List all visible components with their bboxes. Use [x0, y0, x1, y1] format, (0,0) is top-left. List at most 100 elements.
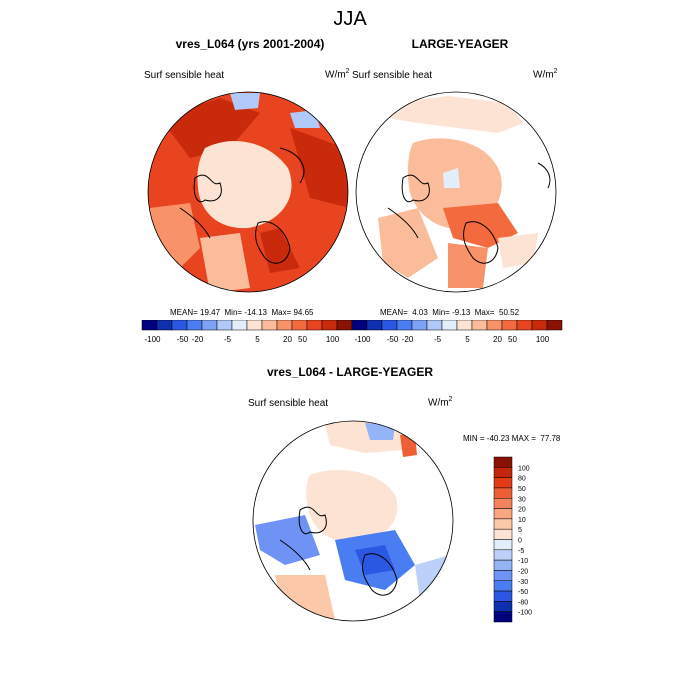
panel3-colorbar-tick-label: 80	[518, 476, 526, 483]
panel2-colorbar-box	[366, 320, 383, 331]
panel3-left-string: Surf sensible heat	[248, 398, 329, 409]
panel3-colorbar-tick-label: 10	[518, 517, 526, 524]
panel3-field-blue-w	[255, 515, 320, 565]
panel1-units-base: W/m	[325, 69, 346, 81]
panel2-left-string: Surf sensible heat	[352, 70, 433, 81]
panel2-colorbar: -100 -50 -20 -5 5 20 50 100	[351, 320, 563, 344]
panel2-field-s	[448, 243, 488, 288]
panel3-stats: MIN = -40.23 MAX = 77.78	[463, 434, 561, 443]
panel2-coast-greenland	[401, 174, 430, 203]
panel1-colorbar-box	[276, 320, 293, 331]
panel1-stats: MEAN= 19.47 Min= -14.13 Max= 94.65	[170, 308, 314, 317]
panel3-colorbar-box	[493, 528, 513, 540]
panel2-colorbar-box	[426, 320, 443, 331]
panel1-colorbar-tick-label: 100	[326, 335, 340, 344]
panel3-colorbar-tick-label: -50	[518, 589, 528, 596]
panel1-units-exp: 2	[345, 68, 350, 75]
panel3-colorbar-tick-label: -5	[518, 548, 524, 555]
panel3-colorbar-box	[493, 477, 513, 489]
panel1-field-arctic	[197, 140, 292, 229]
panel3-field-light-s	[275, 575, 335, 620]
panel3-map	[252, 420, 454, 622]
panel1-field-strong-ne	[290, 128, 348, 208]
panel2-coast-canada	[387, 207, 419, 239]
panel3-field-red-ne	[400, 433, 417, 457]
panel1-coast-siberia	[279, 147, 305, 184]
panel3-colorbar-tick-label: -80	[518, 599, 528, 606]
panel3-colorbar-box	[493, 590, 513, 602]
panel2-colorbar-tick-label: 20	[493, 335, 502, 344]
panel1-colorbar-box	[261, 320, 278, 331]
panel3-colorbar-box	[493, 601, 513, 612]
panel1-colorbar-tick-label: 20	[283, 335, 292, 344]
panel3-units-exp: 2	[448, 396, 453, 403]
panel2-colorbar-tick-label: 100	[536, 335, 550, 344]
panel3-field-blue-n	[365, 423, 395, 440]
panel3-coast-canada	[279, 539, 311, 571]
panel2-colorbar-box	[441, 320, 458, 331]
panel3-colorbar-box	[493, 549, 513, 561]
panel1-colorbar-box	[321, 320, 338, 331]
panel2-colorbar-tick-label: 50	[508, 335, 517, 344]
panel2-colorbar-box	[486, 320, 503, 331]
panel1-colorbar-box	[216, 320, 233, 331]
panel1-colorbar-box	[306, 320, 323, 331]
panel3-colorbar-tick-label: 100	[518, 465, 530, 472]
panel3-colorbar-tick-label: -100	[518, 610, 532, 617]
panel1-colorbar-tick-label: 5	[255, 335, 260, 344]
panel3-colorbar-box	[493, 539, 513, 551]
panel3-colorbar-box	[493, 508, 513, 520]
panel3-colorbar-tick-label: -10	[518, 558, 528, 565]
panel3-colorbar-tick-label: 5	[518, 527, 522, 534]
panel3-units: W/m2	[428, 396, 452, 408]
panel3-colorbar-tick-label: 30	[518, 496, 526, 503]
panel2-colorbar-box	[501, 320, 518, 331]
panel2-colorbar-box	[471, 320, 488, 331]
panel3-colorbar-box	[493, 559, 513, 571]
panel1-map	[147, 91, 349, 293]
panel3-colorbar-box	[493, 467, 513, 478]
panel2-coast-scandinavia	[463, 221, 499, 264]
panel2-colorbar-box	[456, 320, 473, 331]
panel3-title: vres_L064 - LARGE-YEAGER	[266, 365, 434, 379]
panel1-colorbar-tick-label: -100	[144, 335, 161, 344]
panel3-map-border	[252, 420, 454, 622]
panel3-colorbar-box	[493, 498, 513, 509]
panel1-units: W/m2	[325, 68, 349, 80]
panel1-colorbar-tick-label: -20	[192, 335, 204, 344]
panel1-coast-canada	[179, 207, 211, 239]
panel2-colorbar-box	[396, 320, 413, 331]
panel1-colorbar: -100 -50 -20 -5 5 20 50 100	[141, 320, 353, 344]
panel1-title: vres_L064 (yrs 2001-2004)	[175, 37, 325, 51]
main-title: JJA	[333, 8, 367, 30]
panel2-field-ice	[443, 168, 460, 188]
panel2-colorbar-box	[546, 320, 563, 331]
panel2-colorbar-tick-label: 5	[465, 335, 470, 344]
panel3-colorbar-box	[493, 611, 513, 623]
panel3-coast-greenland	[298, 506, 327, 535]
panel1-field-blue-ne	[290, 110, 320, 128]
panel2-units-exp: 2	[553, 68, 558, 75]
panel2-colorbar-tick-label: -50	[387, 335, 399, 344]
panel1-colorbar-box	[291, 320, 308, 331]
panel3-colorbar-box	[493, 518, 513, 530]
panel2-title: LARGE-YEAGER	[411, 37, 509, 51]
panel2-field-sw	[378, 208, 438, 278]
panel2-colorbar-box	[411, 320, 428, 331]
panel1-colorbar-tick-label: -5	[224, 335, 232, 344]
panel2-field-light-n	[388, 96, 523, 133]
panel3-colorbar-box	[493, 487, 513, 499]
panel1-colorbar-box	[171, 320, 188, 331]
panel1-colorbar-box	[246, 320, 263, 331]
panel1-colorbar-box	[201, 320, 218, 331]
panel1-coast-greenland	[193, 174, 222, 203]
panel2-units: W/m2	[533, 68, 557, 80]
panel3-field-blue-deep	[355, 545, 395, 575]
panel2-colorbar-tick-label: -20	[402, 335, 414, 344]
panel3-colorbar-tick-label: 20	[518, 507, 526, 514]
panel3-units-base: W/m	[428, 397, 449, 409]
panel1-colorbar-box	[231, 320, 248, 331]
panel1-map-border	[147, 91, 349, 293]
panel2-colorbar-tick-label: -100	[354, 335, 371, 344]
